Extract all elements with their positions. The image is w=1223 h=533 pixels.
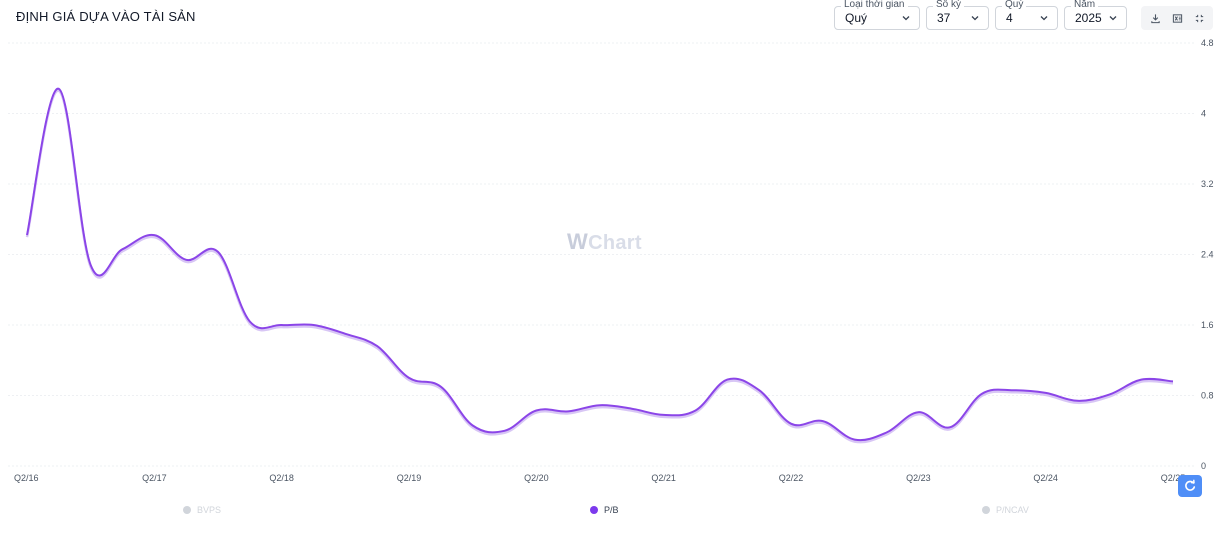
pb-data-point[interactable] (438, 384, 444, 390)
pb-data-point[interactable] (24, 232, 30, 238)
legend-item-p-ncav[interactable]: P/NCAV (982, 505, 1029, 515)
x-tick-label: Q2/18 (269, 473, 294, 483)
legend-label: P/NCAV (996, 505, 1029, 515)
pb-data-point[interactable] (1075, 398, 1081, 404)
pb-data-point[interactable] (56, 86, 62, 92)
y-tick-label: 3.2 (1201, 179, 1214, 189)
legend-item-p-b[interactable]: P/B (590, 505, 619, 515)
x-tick-label: Q2/20 (524, 473, 549, 483)
pb-data-point[interactable] (151, 232, 157, 238)
pb-data-point[interactable] (183, 257, 189, 263)
pb-data-point[interactable] (1106, 392, 1112, 398)
pb-data-point[interactable] (1011, 387, 1017, 393)
pb-data-point[interactable] (788, 421, 794, 427)
quarter-label: Quý (1002, 0, 1027, 11)
pb-data-point[interactable] (597, 402, 603, 408)
pb-data-point[interactable] (88, 262, 94, 268)
y-tick-label: 4 (1201, 109, 1206, 119)
quarter-select[interactable]: Quý 4 (995, 0, 1058, 30)
download-icon[interactable] (1145, 8, 1165, 28)
y-tick-label: 1.6 (1201, 320, 1214, 330)
x-tick-label: Q2/23 (906, 473, 931, 483)
filter-controls: Loại thời gian Quý Số kỳ 37 Quý 4 Năm 20… (834, 0, 1213, 30)
pb-data-point[interactable] (629, 406, 635, 412)
x-tick-label: Q2/25 (1161, 473, 1186, 483)
period-type-select[interactable]: Loại thời gian Quý (834, 0, 920, 30)
pb-data-point[interactable] (247, 318, 253, 324)
page-title: ĐỊNH GIÁ DỰA VÀO TÀI SẢN (16, 9, 196, 24)
pb-data-point[interactable] (1138, 377, 1144, 383)
pb-data-point[interactable] (820, 418, 826, 424)
legend-label: BVPS (197, 505, 222, 515)
y-tick-label: 0 (1201, 461, 1206, 471)
pb-data-point[interactable] (502, 428, 508, 434)
pb-data-point[interactable] (915, 409, 921, 415)
chart-legend: BVPS P/B P/NCAV (0, 505, 1223, 519)
num-periods-select[interactable]: Số kỳ 37 (926, 0, 989, 30)
legend-dot (183, 506, 191, 514)
x-tick-label: Q2/19 (397, 473, 422, 483)
x-tick-label: Q2/21 (651, 473, 676, 483)
pb-series-shadow (25, 89, 1174, 444)
reset-zoom-button[interactable] (1178, 475, 1202, 497)
expand-icon[interactable] (1189, 8, 1209, 28)
chart-toolbar (1141, 6, 1213, 30)
pb-data-point[interactable] (852, 437, 858, 443)
pb-data-point[interactable] (406, 375, 412, 381)
pb-data-point[interactable] (120, 246, 126, 252)
pb-data-point[interactable] (565, 408, 571, 414)
x-tick-label: Q2/17 (142, 473, 167, 483)
pb-data-point[interactable] (279, 322, 285, 328)
pb-data-point[interactable] (884, 430, 890, 436)
period-type-label: Loại thời gian (841, 0, 908, 11)
pb-data-point[interactable] (533, 407, 539, 413)
pb-data-point[interactable] (470, 422, 476, 428)
pb-series-line[interactable] (26, 87, 1174, 442)
chevron-down-icon (1040, 16, 1048, 21)
chevron-down-icon (902, 16, 910, 21)
refresh-icon (1185, 479, 1196, 491)
y-tick-label: 2.4 (1201, 250, 1214, 260)
year-label: Năm (1071, 0, 1099, 11)
year-value: 2025 (1075, 11, 1102, 25)
num-periods-label: Số kỳ (933, 0, 965, 11)
y-tick-label: 0.8 (1201, 391, 1214, 401)
x-tick-label: Q2/16 (14, 473, 39, 483)
pb-data-point[interactable] (1043, 390, 1049, 396)
pb-data-point[interactable] (311, 322, 317, 328)
quarter-value: 4 (1006, 11, 1013, 25)
wchart-watermark: WChart (567, 229, 642, 254)
num-periods-value: 37 (937, 11, 951, 25)
period-type-value: Quý (845, 11, 868, 25)
legend-label: P/B (604, 505, 619, 515)
pb-data-point[interactable] (756, 387, 762, 393)
pb-data-point[interactable] (724, 377, 730, 383)
legend-item-bvps[interactable]: BVPS (183, 505, 221, 515)
excel-icon[interactable] (1167, 8, 1187, 28)
pb-data-point[interactable] (947, 424, 953, 430)
chevron-down-icon (971, 16, 979, 21)
pb-data-point[interactable] (374, 343, 380, 349)
pb-data-point[interactable] (1170, 378, 1176, 384)
pb-data-point[interactable] (693, 407, 699, 413)
legend-dot (590, 506, 598, 514)
legend-dot (982, 506, 990, 514)
year-select[interactable]: Năm 2025 (1064, 0, 1127, 30)
pb-data-point[interactable] (342, 331, 348, 337)
pb-data-point[interactable] (661, 412, 667, 418)
pb-data-point[interactable] (215, 249, 221, 255)
pb-data-point[interactable] (979, 391, 985, 397)
x-tick-label: Q2/24 (1033, 473, 1058, 483)
y-tick-label: 4.8 (1201, 38, 1214, 48)
x-tick-label: Q2/22 (779, 473, 804, 483)
chevron-down-icon (1109, 16, 1117, 21)
